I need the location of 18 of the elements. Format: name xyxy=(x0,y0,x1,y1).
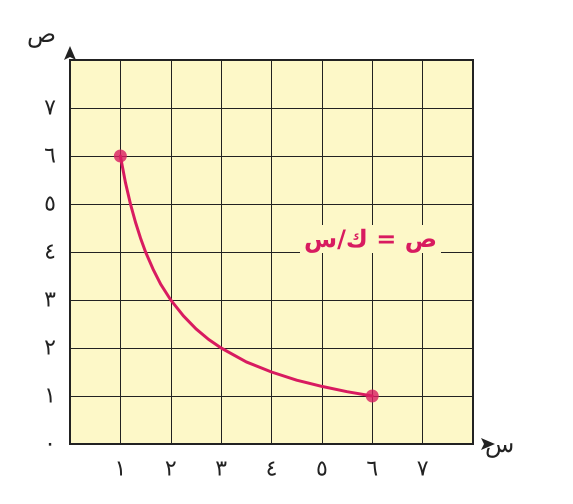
x-tick-label: ٤ xyxy=(266,456,278,482)
x-tick-label: ٦ xyxy=(366,456,378,482)
y-tick-label: ٠ xyxy=(44,432,56,456)
x-tick-label: ٣ xyxy=(215,456,228,482)
x-tick-label: ٧ xyxy=(416,456,429,482)
y-axis-title: ص xyxy=(26,20,56,48)
x-tick-label: ١ xyxy=(114,456,126,482)
y-tick-label: ٧ xyxy=(44,96,56,120)
y-tick-label: ١ xyxy=(44,384,56,408)
annotation: ص = ك/س xyxy=(304,225,437,253)
y-tick-label: ٦ xyxy=(44,144,56,168)
x-tick-label: ٢ xyxy=(164,456,177,482)
x-axis-title: س xyxy=(485,430,514,458)
y-tick-label: ٥ xyxy=(44,192,56,216)
x-tick-label: ٥ xyxy=(316,456,328,482)
y-tick-label: ٣ xyxy=(44,288,56,312)
y-tick-label: ٢ xyxy=(44,336,56,360)
y-tick-label: ٤ xyxy=(44,240,56,264)
